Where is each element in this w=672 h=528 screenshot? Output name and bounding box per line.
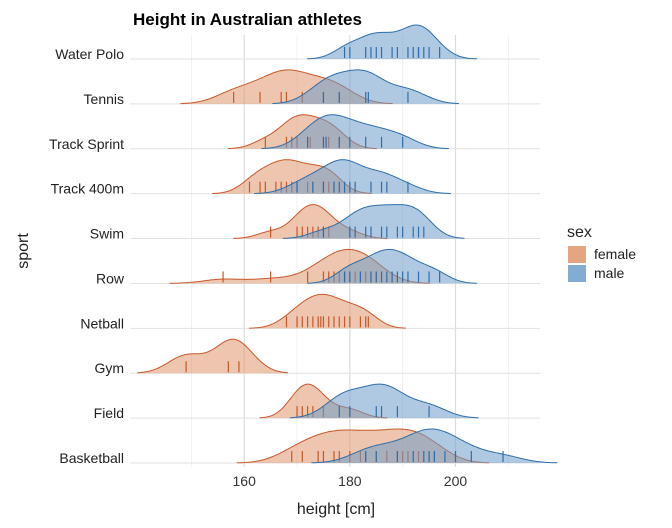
ridge-basketball xyxy=(130,428,558,464)
ridge-water-polo xyxy=(130,24,540,60)
ridge-track-sprint xyxy=(130,114,540,150)
y-tick-label: Swim xyxy=(90,226,124,242)
ridge-gym xyxy=(130,338,540,374)
density-male xyxy=(261,114,449,149)
density-male xyxy=(254,159,451,194)
legend: sex female male xyxy=(567,224,636,282)
ridge-swim xyxy=(130,204,540,240)
density-female xyxy=(248,293,406,329)
legend-swatch-male xyxy=(568,265,586,282)
legend-title: sex xyxy=(567,224,592,241)
x-axis-label: height [cm] xyxy=(297,501,375,518)
y-tick-label: Basketball xyxy=(59,450,124,466)
y-tick-labels: Water Polo Tennis Track Sprint Track 400m Sw… xyxy=(49,46,125,466)
ridge-track-400m xyxy=(130,159,540,195)
y-tick-label: Tennis xyxy=(84,91,124,107)
ridge-row xyxy=(130,248,540,284)
density-female xyxy=(137,338,288,374)
y-axis-label: sport xyxy=(15,233,32,269)
y-tick-label: Water Polo xyxy=(55,46,124,62)
legend-swatch-female xyxy=(568,246,586,263)
y-tick-label: Track Sprint xyxy=(49,136,124,152)
ridge-netball xyxy=(130,293,540,329)
x-tick-label: 180 xyxy=(338,473,362,489)
y-tick-label: Field xyxy=(94,405,124,421)
density-male xyxy=(289,383,479,419)
chart-title: Height in Australian athletes xyxy=(133,10,362,29)
legend-label-male: male xyxy=(594,265,625,281)
ridges xyxy=(130,24,558,464)
y-tick-label: Netball xyxy=(80,315,124,331)
legend-label-female: female xyxy=(594,246,636,262)
y-tick-label: Row xyxy=(96,270,125,286)
x-tick-labels: 160 180 200 xyxy=(233,473,468,489)
y-tick-label: Gym xyxy=(94,360,124,376)
density-male xyxy=(272,69,459,104)
density-male xyxy=(311,428,558,464)
y-tick-label: Track 400m xyxy=(51,181,124,197)
ridge-field xyxy=(130,383,540,419)
x-tick-label: 160 xyxy=(233,473,257,489)
x-tick-label: 200 xyxy=(444,473,468,489)
ridge-tennis xyxy=(130,69,540,105)
